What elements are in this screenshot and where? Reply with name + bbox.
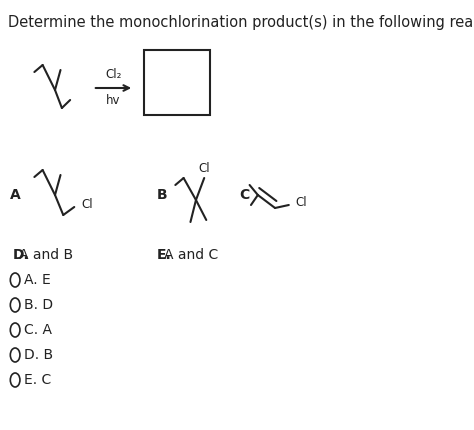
Text: D. B: D. B [24,348,53,362]
Text: A: A [10,188,20,202]
Text: hv: hv [106,93,121,107]
Text: A. E: A. E [24,273,51,287]
Text: Cl: Cl [296,197,307,209]
Text: B: B [156,188,167,202]
Text: Determine the monochlorination product(s) in the following reaction.: Determine the monochlorination product(s… [8,15,474,30]
Text: B. D: B. D [24,298,53,312]
Text: C: C [239,188,249,202]
Text: A and C: A and C [164,248,218,262]
Text: A and B: A and B [19,248,73,262]
Text: Cl₂: Cl₂ [105,68,122,80]
Bar [145,50,210,115]
Text: Cl: Cl [199,162,210,175]
Text: E. C: E. C [24,373,51,387]
Text: Cl: Cl [81,199,93,212]
Text: E.: E. [157,248,172,262]
Text: C. A: C. A [24,323,52,337]
Text: D.: D. [12,248,29,262]
